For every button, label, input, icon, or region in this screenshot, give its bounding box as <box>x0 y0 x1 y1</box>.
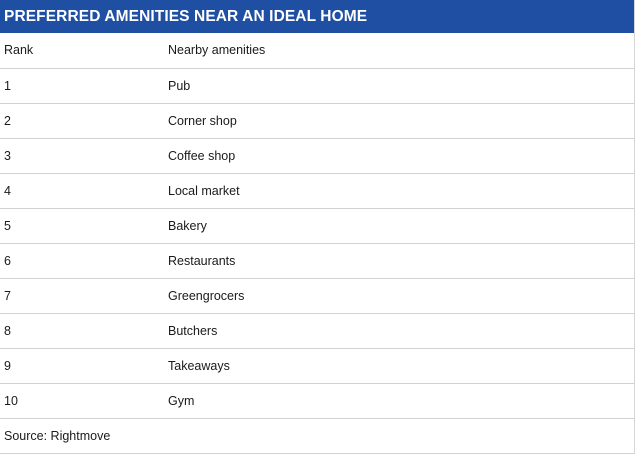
table-title: PREFERRED AMENITIES NEAR AN IDEAL HOME <box>4 7 368 25</box>
rank-cell: 2 <box>0 103 164 139</box>
source-table: Source: Rightmove <box>0 418 634 454</box>
table-row: 3 Coffee shop <box>0 138 634 174</box>
table-row: 2 Corner shop <box>0 103 634 139</box>
table-row: 5 Bakery <box>0 208 634 244</box>
table-row: 1 Pub <box>0 68 634 104</box>
table-row: 7 Greengrocers <box>0 278 634 314</box>
rank-cell: 4 <box>0 173 164 209</box>
amenity-cell: Pub <box>164 68 634 104</box>
rank-cell: 5 <box>0 208 164 244</box>
amenity-cell: Gym <box>164 383 634 419</box>
rank-cell: 3 <box>0 138 164 174</box>
amenity-cell: Corner shop <box>164 103 634 139</box>
title-bar: PREFERRED AMENITIES NEAR AN IDEAL HOME <box>0 0 634 33</box>
table-row: 9 Takeaways <box>0 348 634 384</box>
amenity-column-header: Nearby amenities <box>164 33 634 69</box>
table-body: Rank Nearby amenities 1 Pub 2 Corner shop 3 C… <box>0 33 634 419</box>
amenity-cell: Greengrocers <box>164 278 634 314</box>
amenities-table: Rank Nearby amenities 1 Pub 2 Corner shop 3 C… <box>0 33 634 419</box>
rank-column-header: Rank <box>0 33 164 69</box>
header-row: Rank Nearby amenities <box>0 33 634 69</box>
source-row: Source: Rightmove <box>0 418 634 454</box>
table-row: 4 Local market <box>0 173 634 209</box>
rank-cell: 8 <box>0 313 164 349</box>
amenity-cell: Local market <box>164 173 634 209</box>
rank-cell: 7 <box>0 278 164 314</box>
rank-cell: 10 <box>0 383 164 419</box>
rank-cell: 1 <box>0 68 164 104</box>
amenity-cell: Coffee shop <box>164 138 634 174</box>
table-row: 8 Butchers <box>0 313 634 349</box>
table-row: 6 Restaurants <box>0 243 634 279</box>
table-row: 10 Gym <box>0 383 634 419</box>
amenity-cell: Butchers <box>164 313 634 349</box>
rank-cell: 6 <box>0 243 164 279</box>
rank-cell: 9 <box>0 348 164 384</box>
source-note: Source: Rightmove <box>0 418 634 454</box>
amenity-cell: Takeaways <box>164 348 634 384</box>
amenity-cell: Bakery <box>164 208 634 244</box>
amenity-cell: Restaurants <box>164 243 634 279</box>
